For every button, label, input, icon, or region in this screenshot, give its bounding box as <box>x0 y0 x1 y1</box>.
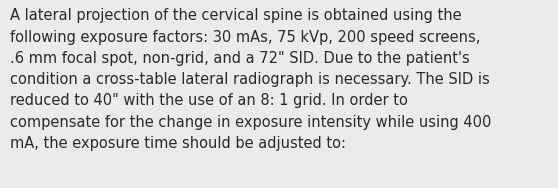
Text: A lateral projection of the cervical spine is obtained using the
following expos: A lateral projection of the cervical spi… <box>10 8 492 151</box>
